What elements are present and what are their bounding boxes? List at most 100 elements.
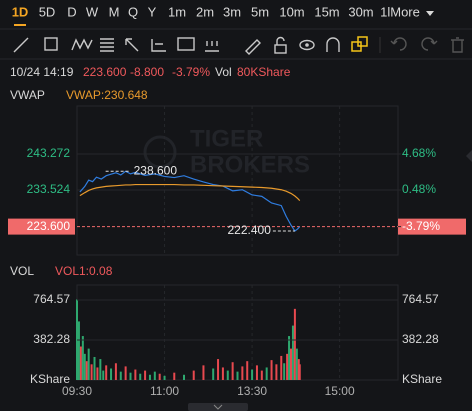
timeframe-tab[interactable]: 1m <box>168 4 186 19</box>
indicator-name: VWAP <box>10 88 45 102</box>
timeframe-tab[interactable]: W <box>86 4 99 19</box>
expand-tab[interactable] <box>188 403 248 411</box>
volume-bar <box>114 363 117 380</box>
volume-bar <box>183 374 185 380</box>
volume-bar <box>158 373 161 380</box>
price-line <box>79 170 301 232</box>
volume-bar <box>236 371 239 380</box>
y2-tick-label: 382.28 <box>402 332 439 346</box>
pattern-tool[interactable] <box>151 39 166 52</box>
volume-bar <box>298 364 301 380</box>
volume-bar <box>99 359 102 380</box>
volume-bar <box>173 372 176 380</box>
timeframe-tab[interactable]: D <box>67 4 76 19</box>
timeframe-tab[interactable]: 15m <box>314 4 339 19</box>
redo[interactable] <box>421 37 438 51</box>
volume-bar <box>280 355 283 380</box>
volume-bar <box>283 363 286 380</box>
volume-indicator: VOL1:0.08 <box>55 264 113 278</box>
unit-label: KShare <box>30 372 70 386</box>
x-tick-label: 15:00 <box>325 384 355 398</box>
volume-bar <box>255 365 258 380</box>
volume-bar <box>246 361 249 380</box>
volume-bar <box>202 365 205 380</box>
volume-bar <box>105 365 108 380</box>
volume-bar <box>251 369 254 380</box>
collapse-tab[interactable] <box>466 150 472 162</box>
timeframe-tab[interactable]: 3m <box>223 4 241 19</box>
y2-tick-label: 4.68% <box>402 146 436 160</box>
delete[interactable] <box>451 37 464 53</box>
volume-bar <box>83 353 86 380</box>
volume-bar <box>93 356 96 380</box>
volume-bar <box>79 346 82 380</box>
volume-bar <box>134 369 137 380</box>
vwap-line <box>79 183 301 202</box>
quote-price: 223.600 <box>83 65 127 79</box>
y-tick-label: 764.57 <box>33 292 70 306</box>
undo[interactable] <box>390 37 407 51</box>
x-tick-label: 13:30 <box>237 384 267 398</box>
timeframe-tab[interactable]: 1D <box>12 4 29 19</box>
dropdown-arrow <box>426 11 434 16</box>
fib-tool[interactable] <box>100 38 114 52</box>
drawing-tools <box>13 36 464 55</box>
last-price-box <box>8 218 75 235</box>
volume-bar <box>231 362 234 380</box>
volume-bar <box>291 325 294 380</box>
lock-tool[interactable] <box>274 36 287 54</box>
volume-bar <box>102 370 105 380</box>
volume-bar <box>90 364 93 380</box>
timeframe-tab[interactable]: 5m <box>251 4 269 19</box>
magnet-tool[interactable] <box>326 37 340 52</box>
volume-bar <box>212 368 215 380</box>
rect-tool[interactable] <box>44 37 58 51</box>
volume-bar <box>129 372 132 380</box>
arrow-tool[interactable] <box>125 38 139 52</box>
volume-bar <box>226 370 229 380</box>
volume-bar <box>241 366 244 380</box>
timeframe-tab[interactable]: 10m <box>279 4 304 19</box>
y2-tick-label: 0.48% <box>402 182 436 196</box>
x-tick-label: 09:30 <box>62 384 92 398</box>
line-tool[interactable] <box>13 37 29 53</box>
timeframe-tab[interactable]: Y <box>148 4 157 19</box>
timeframe-tab[interactable]: 5D <box>39 4 56 19</box>
quote-volume: 80KShare <box>237 65 291 79</box>
y-tick-label: 243.272 <box>27 146 71 160</box>
y-tick-label: 223.600 <box>27 219 71 233</box>
volume-bar <box>153 371 156 380</box>
volume-bar <box>148 374 151 380</box>
timeframe-tab[interactable]: Q <box>128 4 138 19</box>
text-tool[interactable] <box>177 37 195 51</box>
wave-tool[interactable] <box>71 38 93 51</box>
volume-title: VOL <box>10 264 34 278</box>
layers-tool[interactable] <box>351 36 368 52</box>
timeframe-tab[interactable]: M <box>109 4 120 19</box>
volume-bar <box>81 336 84 380</box>
volume-bar <box>124 366 127 380</box>
volume-bar <box>144 370 147 380</box>
volume-bar <box>139 373 142 380</box>
watermark-logo <box>143 135 177 169</box>
timeframe-tab[interactable]: 30m <box>348 4 373 19</box>
expand-arrow <box>213 404 223 410</box>
y2-tick-label: -3.79% <box>402 219 440 233</box>
volume-bar <box>293 308 296 380</box>
timeframe-tab[interactable]: 2m <box>196 4 214 19</box>
volume-bar <box>221 367 224 380</box>
volume-bar <box>163 375 166 380</box>
volume-bar <box>260 370 263 380</box>
volume-bar <box>265 367 268 380</box>
high-label: 238.600 <box>134 163 178 177</box>
timeframe-tab[interactable]: 1lMore <box>380 4 420 19</box>
measure-tool[interactable] <box>205 41 219 52</box>
pencil-tool[interactable] <box>245 39 261 55</box>
eye-tool[interactable] <box>299 39 315 51</box>
watermark: BROKERS <box>190 151 310 178</box>
unit-label: KShare <box>402 372 442 386</box>
x-tick-label: 11:00 <box>150 384 179 398</box>
quote-change-pct: -3.79% <box>172 65 210 79</box>
y2-tick-label: 764.57 <box>402 292 439 306</box>
volume-bar <box>96 367 99 380</box>
